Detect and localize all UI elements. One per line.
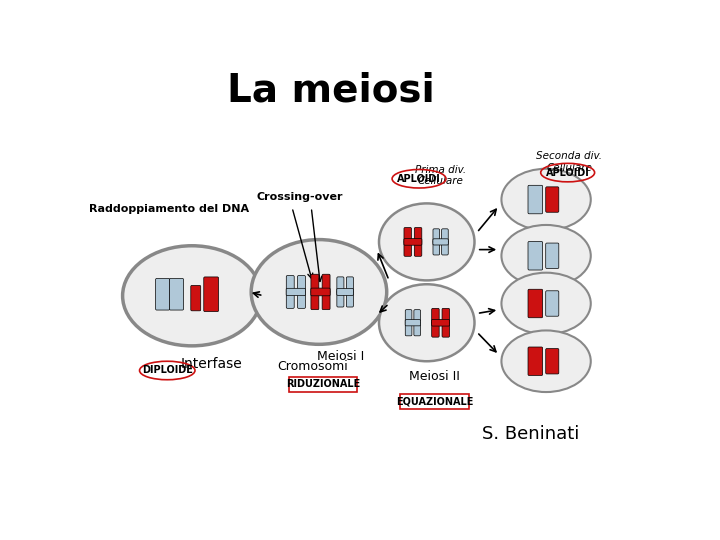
Ellipse shape bbox=[501, 330, 590, 392]
Text: La meiosi: La meiosi bbox=[227, 71, 434, 109]
FancyBboxPatch shape bbox=[404, 227, 411, 243]
FancyBboxPatch shape bbox=[432, 308, 439, 323]
Ellipse shape bbox=[251, 240, 387, 345]
Bar bbox=[400, 394, 469, 409]
FancyBboxPatch shape bbox=[287, 291, 294, 308]
FancyBboxPatch shape bbox=[441, 229, 449, 243]
FancyBboxPatch shape bbox=[404, 239, 422, 245]
FancyBboxPatch shape bbox=[546, 187, 559, 212]
FancyBboxPatch shape bbox=[287, 275, 294, 293]
Ellipse shape bbox=[501, 273, 590, 334]
FancyBboxPatch shape bbox=[442, 308, 449, 323]
FancyBboxPatch shape bbox=[337, 288, 354, 295]
FancyBboxPatch shape bbox=[432, 322, 439, 337]
FancyBboxPatch shape bbox=[169, 279, 184, 310]
FancyBboxPatch shape bbox=[204, 277, 219, 312]
Text: Meiosi I: Meiosi I bbox=[317, 350, 364, 363]
Text: APLOIDI: APLOIDI bbox=[397, 174, 441, 184]
FancyBboxPatch shape bbox=[346, 291, 354, 307]
Text: Cromosomi: Cromosomi bbox=[277, 360, 348, 373]
FancyBboxPatch shape bbox=[528, 347, 543, 375]
FancyBboxPatch shape bbox=[528, 289, 543, 318]
FancyBboxPatch shape bbox=[414, 322, 420, 336]
FancyBboxPatch shape bbox=[433, 239, 449, 245]
Bar bbox=[289, 377, 356, 392]
Text: Meiosi II: Meiosi II bbox=[409, 370, 460, 383]
FancyBboxPatch shape bbox=[311, 291, 319, 309]
Ellipse shape bbox=[379, 284, 474, 361]
Ellipse shape bbox=[501, 168, 590, 231]
Ellipse shape bbox=[379, 204, 474, 280]
FancyBboxPatch shape bbox=[322, 274, 330, 293]
Text: RIDUZIONALE: RIDUZIONALE bbox=[286, 379, 360, 389]
FancyBboxPatch shape bbox=[286, 288, 305, 295]
FancyBboxPatch shape bbox=[528, 241, 543, 270]
FancyBboxPatch shape bbox=[442, 322, 449, 337]
FancyBboxPatch shape bbox=[311, 288, 330, 296]
Ellipse shape bbox=[501, 225, 590, 287]
FancyBboxPatch shape bbox=[405, 309, 412, 323]
FancyBboxPatch shape bbox=[346, 277, 354, 293]
Text: Crossing-over: Crossing-over bbox=[256, 192, 343, 202]
FancyBboxPatch shape bbox=[546, 243, 559, 268]
FancyBboxPatch shape bbox=[546, 348, 559, 374]
FancyBboxPatch shape bbox=[431, 320, 449, 326]
FancyBboxPatch shape bbox=[297, 291, 305, 308]
Text: APLOIDI: APLOIDI bbox=[546, 167, 590, 178]
FancyBboxPatch shape bbox=[311, 274, 319, 293]
FancyBboxPatch shape bbox=[337, 291, 344, 307]
FancyBboxPatch shape bbox=[433, 241, 440, 255]
Text: EQUAZIONALE: EQUAZIONALE bbox=[396, 396, 473, 406]
FancyBboxPatch shape bbox=[297, 275, 305, 293]
FancyBboxPatch shape bbox=[546, 291, 559, 316]
FancyBboxPatch shape bbox=[528, 185, 543, 214]
FancyBboxPatch shape bbox=[414, 241, 422, 256]
FancyBboxPatch shape bbox=[404, 241, 411, 256]
FancyBboxPatch shape bbox=[414, 309, 420, 323]
FancyBboxPatch shape bbox=[405, 320, 420, 326]
FancyBboxPatch shape bbox=[405, 322, 412, 336]
Text: Interfase: Interfase bbox=[180, 356, 242, 370]
Ellipse shape bbox=[122, 246, 261, 346]
FancyBboxPatch shape bbox=[441, 241, 449, 255]
Text: S. Beninati: S. Beninati bbox=[482, 426, 580, 443]
FancyBboxPatch shape bbox=[337, 277, 344, 293]
Text: Prima div.
Cellulare: Prima div. Cellulare bbox=[415, 165, 466, 186]
Text: DIPLOIDE: DIPLOIDE bbox=[142, 366, 193, 375]
FancyBboxPatch shape bbox=[156, 279, 170, 310]
FancyBboxPatch shape bbox=[322, 291, 330, 309]
Text: Seconda div.
Cellulare: Seconda div. Cellulare bbox=[536, 151, 602, 173]
FancyBboxPatch shape bbox=[191, 286, 201, 311]
FancyBboxPatch shape bbox=[414, 227, 422, 243]
FancyBboxPatch shape bbox=[433, 229, 440, 243]
Text: Raddoppiamento del DNA: Raddoppiamento del DNA bbox=[89, 204, 249, 214]
